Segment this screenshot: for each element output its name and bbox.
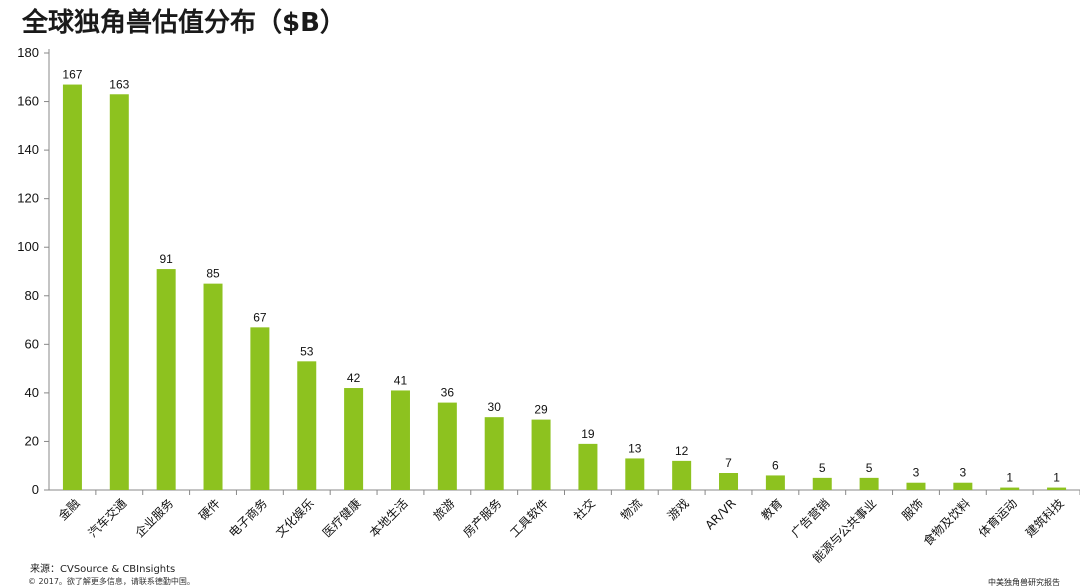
value-label: 3	[959, 466, 966, 480]
bar	[484, 417, 504, 490]
bar	[250, 327, 270, 490]
bar	[203, 283, 223, 490]
value-label: 13	[628, 441, 642, 455]
bar	[719, 473, 739, 490]
bar	[390, 390, 410, 490]
value-label: 12	[675, 444, 689, 458]
bar	[344, 388, 364, 490]
bar	[62, 84, 82, 491]
y-tick-label: 100	[17, 239, 39, 254]
category-label: 房产服务	[460, 496, 505, 541]
bar	[437, 402, 457, 490]
value-label: 30	[488, 400, 502, 414]
value-label: 1	[1053, 471, 1060, 485]
y-tick-label: 40	[25, 385, 39, 400]
source-note: 来源：CVSource & CBInsights	[30, 564, 176, 575]
y-tick-label: 60	[25, 336, 39, 351]
bar	[109, 94, 129, 491]
y-tick-label: 120	[17, 191, 39, 206]
category-label: AR/VR	[702, 496, 738, 532]
bar	[625, 458, 645, 490]
value-label: 1	[1006, 471, 1013, 485]
category-label: 体育运动	[975, 496, 1020, 541]
y-tick-label: 20	[25, 433, 39, 448]
category-label: 社交	[570, 496, 598, 524]
y-tick-label: 160	[17, 94, 39, 109]
bar	[578, 443, 598, 490]
value-label: 19	[581, 427, 595, 441]
category-label: 食物及饮料	[920, 496, 973, 549]
report-brand: 中美独角兽研究报告	[988, 578, 1060, 587]
value-label: 5	[819, 461, 826, 475]
value-label: 7	[725, 456, 732, 470]
value-label: 41	[394, 373, 408, 387]
bar	[156, 269, 176, 490]
value-label: 85	[206, 267, 220, 281]
category-label: 金融	[55, 496, 83, 524]
category-label: 教育	[758, 496, 786, 524]
category-label: 物流	[618, 496, 645, 523]
category-label: 游戏	[665, 496, 692, 523]
category-label: 本地生活	[367, 496, 411, 540]
value-label: 42	[347, 371, 361, 385]
chart-title: 全球独角兽估值分布（$B）	[22, 8, 346, 38]
value-label: 6	[772, 458, 779, 472]
category-label: 文化娱乐	[272, 496, 317, 541]
y-tick-label: 0	[32, 482, 39, 497]
category-label: 旅游	[431, 496, 458, 523]
bar	[1047, 487, 1067, 490]
value-label: 53	[300, 344, 314, 358]
value-label: 67	[253, 310, 267, 324]
bar	[953, 482, 973, 490]
value-label: 3	[913, 466, 920, 480]
bar	[672, 460, 692, 490]
y-tick-label: 180	[17, 45, 39, 60]
category-label: 工具软件	[507, 496, 551, 540]
bar	[531, 419, 551, 490]
value-label: 36	[441, 386, 455, 400]
bar	[1000, 487, 1020, 490]
category-label: 汽车交通	[85, 496, 130, 541]
category-label: 医疗健康	[319, 496, 364, 541]
bars	[62, 84, 1067, 491]
category-label: 建筑科技	[1022, 496, 1067, 541]
value-label: 167	[62, 68, 82, 82]
category-label: 服饰	[899, 496, 926, 523]
category-label: 硬件	[196, 496, 223, 523]
y-axis-ticks: 0 20 40 60 80 100 120 140 160 180	[17, 45, 49, 497]
bar	[906, 482, 926, 490]
y-tick-label: 80	[25, 288, 39, 303]
category-label: 电子商务	[225, 496, 270, 541]
y-tick-label: 140	[17, 142, 39, 157]
category-label: 广告营销	[789, 496, 833, 540]
bar	[859, 477, 879, 490]
value-label: 29	[534, 403, 548, 417]
value-label: 163	[109, 77, 129, 91]
bar	[297, 361, 317, 490]
bar	[765, 475, 785, 490]
category-labels: 金融 汽车交通 企业服务 硬件 电子商务 文化娱乐 医疗健康 本地生活 旅游 房产服务 工具软件 社交…	[55, 496, 1067, 566]
value-label: 91	[159, 252, 173, 266]
copyright-note: © 2017。欲了解更多信息，请联系德勤中国。	[28, 577, 195, 586]
category-label: 企业服务	[132, 496, 177, 541]
bar	[812, 477, 832, 490]
value-label: 5	[866, 461, 873, 475]
